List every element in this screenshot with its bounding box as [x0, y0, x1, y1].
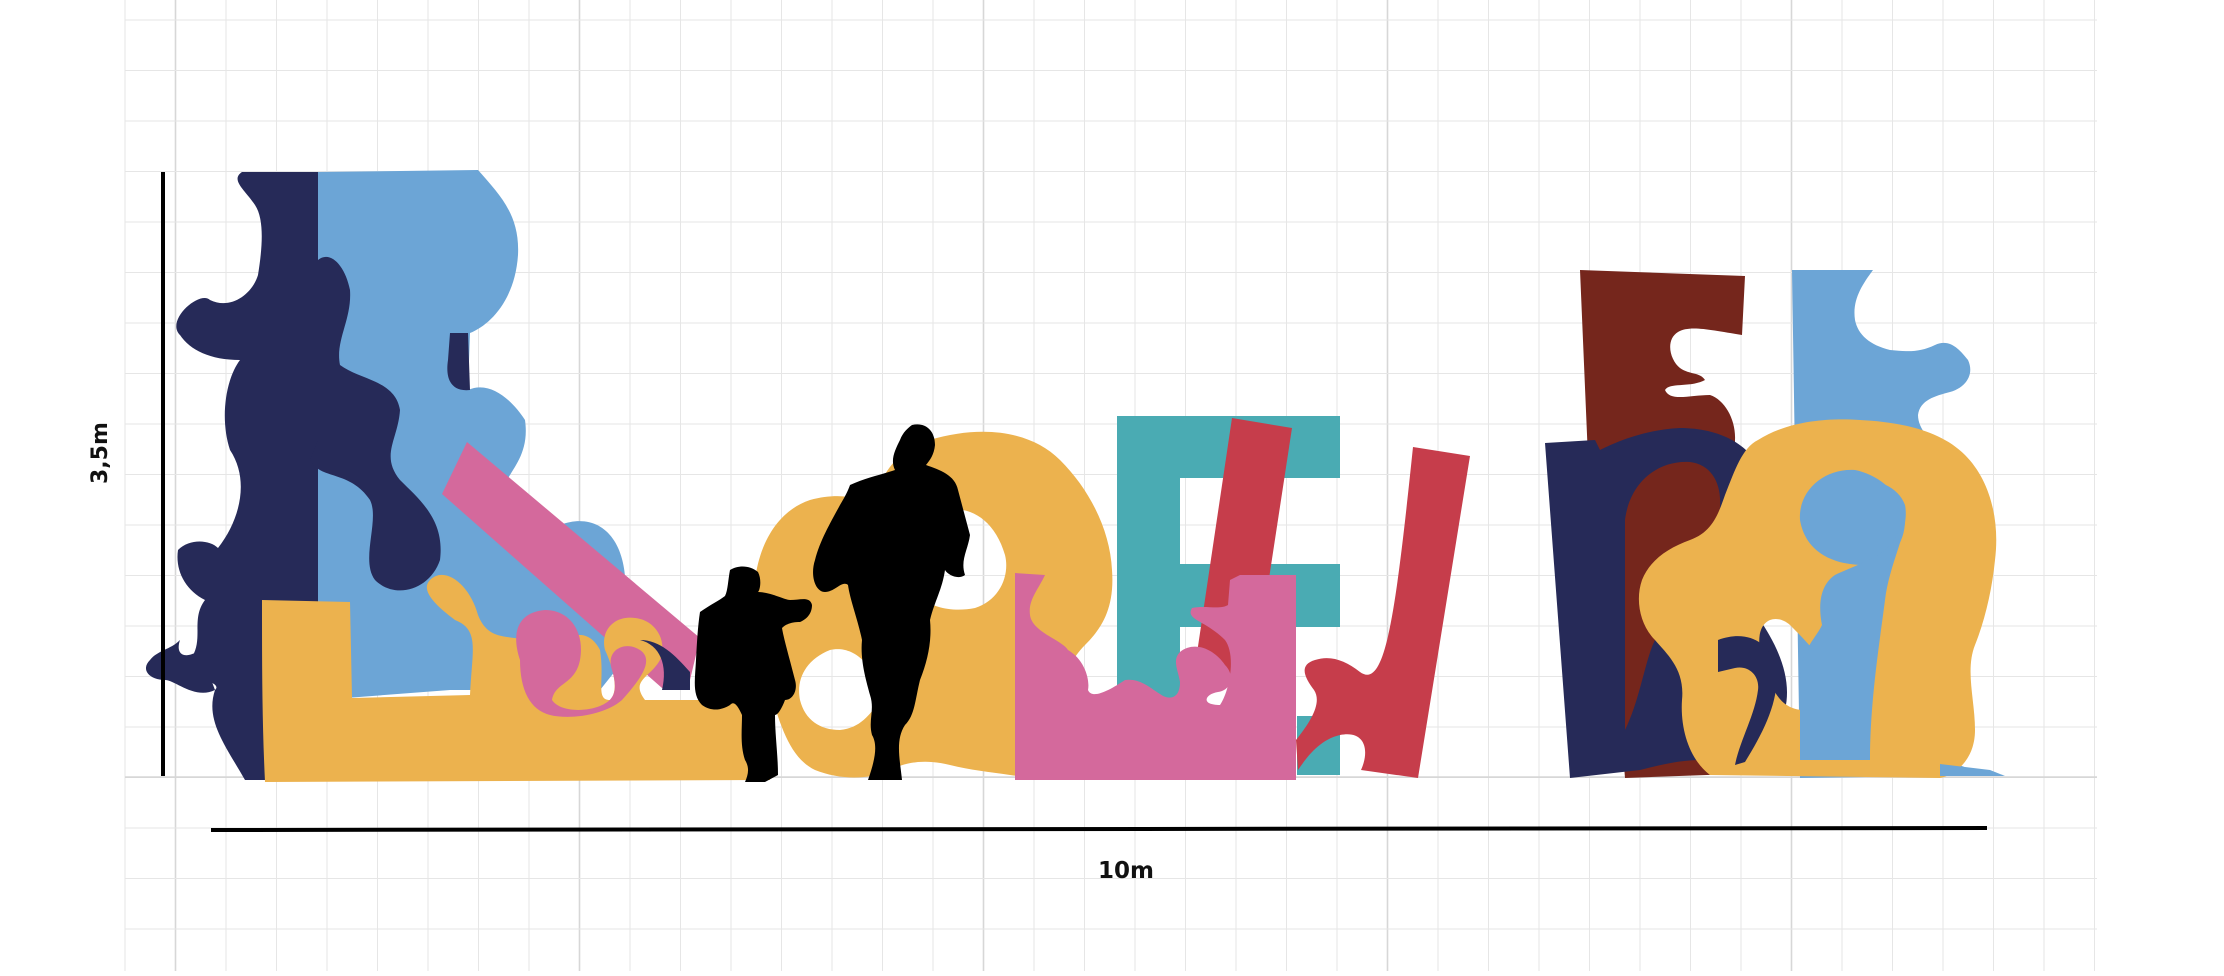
- yellow-letter-shape: [1638, 419, 1997, 778]
- navy-lower-lobe: [1718, 636, 1777, 765]
- sculpture-group-e: [1015, 416, 1470, 780]
- navy-inner-piece: [447, 333, 470, 391]
- navy-center-lobe: [310, 256, 441, 591]
- sculpture-group-left: [145, 170, 770, 782]
- sculpture-group-right: [1545, 270, 2005, 778]
- blue-tail: [1940, 764, 2005, 776]
- width-dimension-line: [210, 826, 1988, 832]
- background-grid: [124, 0, 2097, 971]
- navy-small-lobe: [640, 640, 690, 690]
- dimension-lines: [161, 172, 1988, 832]
- yellow-base-piece: [262, 574, 770, 782]
- pink-swirl: [516, 610, 647, 717]
- adult-silhouette: [813, 424, 970, 780]
- blue-inner-column: [1800, 476, 1906, 760]
- scale-figures: [694, 424, 970, 782]
- width-dimension-label: 10m: [1098, 858, 1154, 884]
- height-dimension-label: 3,5m: [88, 422, 113, 484]
- pink-puzzle-piece: [1015, 573, 1296, 780]
- child-silhouette: [694, 566, 812, 782]
- red-slanted-bar-right: [1296, 447, 1470, 778]
